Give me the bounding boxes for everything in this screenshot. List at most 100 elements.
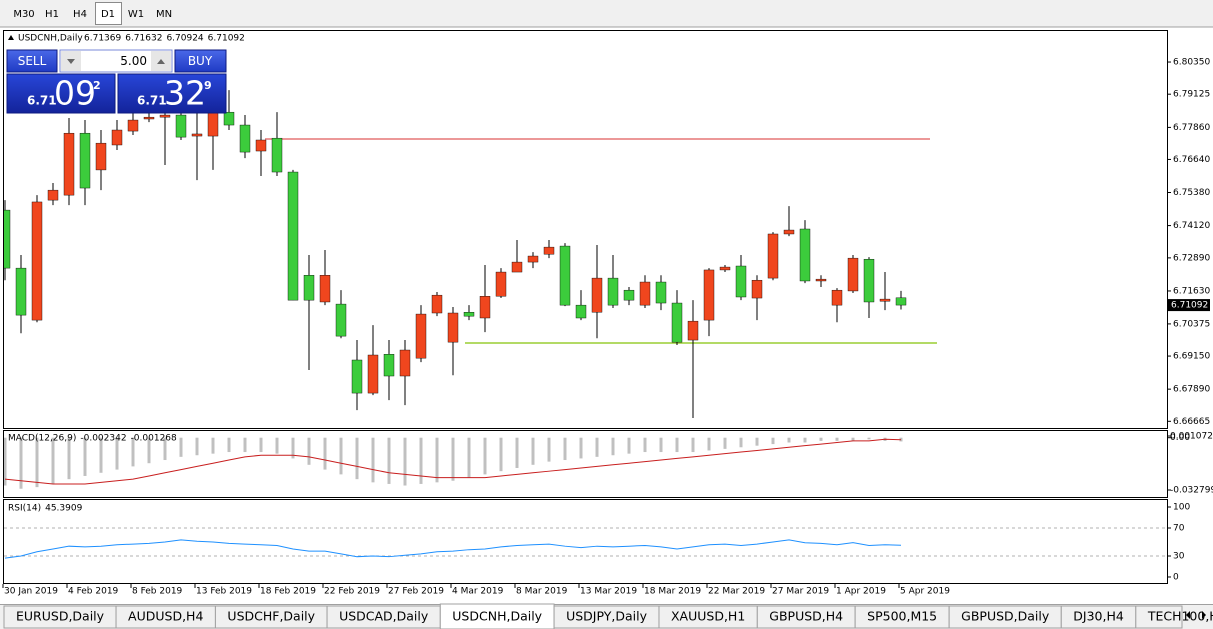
symbol-tab-label: AUDUSD,H4 (128, 609, 203, 624)
symbol-tab-label: GBPUSD,H4 (769, 609, 843, 624)
y-tick-label: 6.76640 (1173, 155, 1210, 165)
macd-bar (707, 437, 711, 451)
symbol-tab-label: USDCHF,Daily (227, 609, 315, 624)
x-tick-label: 22 Feb 2019 (324, 587, 380, 597)
candle-body (703, 269, 715, 321)
ask-box[interactable] (117, 73, 227, 114)
candle-body (847, 257, 859, 292)
toolbar (0, 0, 1213, 27)
candle-body (831, 289, 843, 306)
collapse-arrow[interactable] (8, 35, 14, 40)
macd-bar (563, 437, 567, 461)
macd-bar (867, 437, 871, 440)
candle-body (495, 271, 507, 297)
x-tick-label: 27 Feb 2019 (388, 587, 444, 597)
macd-title: MACD(12,26,9) (8, 434, 76, 444)
candle-body (767, 233, 779, 279)
macd-bar (4, 437, 7, 486)
macd-bar (163, 437, 167, 461)
candle-body (639, 281, 651, 306)
candle-body (863, 258, 875, 303)
symbol-tab-label: USDCNH,Daily (452, 609, 542, 624)
candle-body (399, 349, 411, 377)
candle-body (751, 279, 763, 299)
macd-bar (355, 437, 359, 480)
rsi-value: 45.3909 (45, 504, 82, 514)
macd-bar (515, 437, 519, 468)
timeframe-label: D1 (101, 9, 115, 20)
timeframe-label: H1 (45, 9, 59, 20)
symbol-tab[interactable] (1135, 605, 1183, 629)
tab-scroll-left[interactable] (1186, 611, 1190, 619)
rsi-plot (4, 527, 1166, 559)
candle-body (63, 132, 75, 196)
candle-body (783, 229, 795, 235)
tabs: EURUSD,Daily AUDUSD,H4 USDCHF,Daily USDCAD,… (3, 603, 1213, 629)
macd-bar (691, 437, 695, 453)
macd-bar (99, 437, 103, 473)
macd-bar (307, 437, 311, 465)
symbol-tab-label: TECH100,H1 (1147, 609, 1213, 624)
candle-body (239, 124, 251, 153)
candle-body (127, 119, 139, 132)
current-price-box (1168, 299, 1210, 312)
timeframe-button[interactable] (67, 2, 94, 25)
timeframe-button[interactable] (151, 2, 178, 25)
macd-bar (339, 437, 343, 475)
macd-bar (211, 437, 215, 454)
lot-up-arrow (157, 59, 165, 64)
candle-body (799, 228, 811, 282)
buy-button[interactable] (174, 49, 227, 73)
candle-body (4, 209, 11, 269)
macd-value: -0.002342 (80, 434, 126, 444)
y-tick-label: 6.79125 (1173, 90, 1210, 100)
symbol-tab-label: EURUSD,Daily (16, 609, 105, 624)
macd-bar (755, 437, 759, 446)
symbol-tab-label: USDCAD,Daily (339, 609, 429, 624)
candle-body (415, 313, 427, 359)
timeframe-button[interactable] (123, 2, 150, 25)
y-tick-label: -0.032799 (1170, 485, 1213, 495)
candle-body (303, 275, 315, 301)
x-tick-label: 18 Mar 2019 (644, 587, 701, 597)
macd-bar (259, 437, 263, 453)
candle-body (895, 297, 907, 306)
candle-body (95, 142, 107, 171)
candle-body (671, 302, 683, 343)
candle-body (463, 312, 475, 317)
ask-point: 9 (204, 79, 212, 92)
timeframe-label: M30 (13, 9, 34, 20)
macd-bar (435, 437, 439, 483)
y-tick-label: 0.001072 (1170, 431, 1213, 441)
y-tick-label: 6.74120 (1173, 221, 1210, 231)
lot-input[interactable] (59, 49, 173, 73)
ask-pips: 32 (164, 74, 206, 113)
candle-body (879, 298, 891, 302)
macd-bar (547, 437, 551, 462)
macd-bar (627, 437, 631, 454)
bid-pips: 09 (54, 74, 96, 113)
candle-body (319, 275, 331, 303)
timeframe-button[interactable] (11, 2, 38, 25)
tab-scroll-right[interactable] (1202, 611, 1206, 619)
bid-box[interactable] (6, 73, 116, 114)
timeframe-button[interactable] (95, 2, 122, 25)
x-tick-label: 18 Feb 2019 (260, 587, 316, 597)
candle-body (159, 114, 171, 118)
y-tick-label: 0.00 (1170, 433, 1190, 443)
macd-bar (819, 437, 823, 441)
rsi-title: RSI(14) (8, 504, 41, 514)
sell-button[interactable] (6, 49, 58, 73)
axes: 6.80350 6.79125 6.77860 6.76640 6.75380 6.741… (2, 58, 1213, 597)
macd-bar (419, 437, 423, 484)
x-tick-label: 13 Feb 2019 (196, 587, 252, 597)
x-tick-label: 1 Apr 2019 (836, 587, 886, 597)
ask-big: 6.71 (137, 94, 167, 108)
timeframe-button[interactable] (39, 2, 66, 25)
timeframe-button[interactable] (0, 2, 10, 25)
candle-body (271, 137, 283, 173)
macd-bar (851, 437, 855, 441)
x-tick-label: 22 Mar 2019 (708, 587, 765, 597)
macd-bar (595, 437, 599, 457)
